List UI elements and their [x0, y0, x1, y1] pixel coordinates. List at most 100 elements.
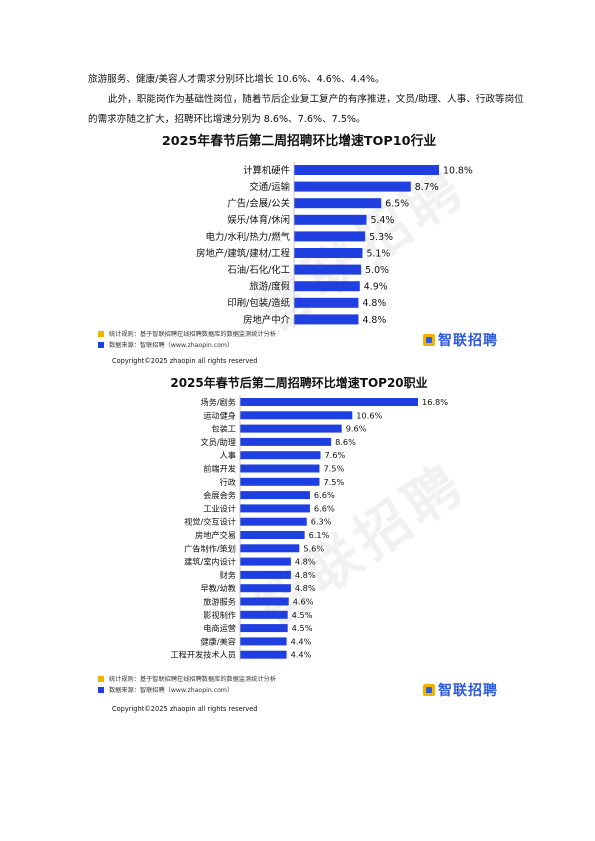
yellow-square-icon	[98, 676, 104, 682]
data-label: 8.7%	[415, 182, 439, 193]
category-label: 视觉/交互设计	[184, 517, 236, 527]
data-label: 10.8%	[443, 165, 473, 176]
category-label: 石油/石化/化工	[227, 264, 290, 276]
bar	[240, 451, 321, 460]
bar	[240, 584, 291, 593]
data-label: 8.6%	[335, 437, 356, 447]
data-label: 5.6%	[303, 543, 324, 553]
source-note-text: 数据来源：智联招聘（www.zhaopin.com）	[109, 687, 234, 694]
data-label: 4.8%	[295, 583, 316, 593]
bar	[294, 264, 362, 275]
category-label: 广告/会展/公关	[227, 198, 290, 210]
stat-note-text: 统计规则：基于智联招聘在线招聘数据库的数据监测统计分析	[109, 676, 277, 683]
bar	[294, 248, 363, 258]
data-label: 6.1%	[309, 530, 330, 540]
category-label: 旅游服务	[203, 596, 236, 606]
bar	[294, 297, 359, 308]
bar	[240, 624, 288, 633]
zhaopin-logo: 智联招聘	[423, 330, 498, 350]
category-label: 健康/美容	[200, 636, 236, 646]
paragraph-1: 旅游服务、健康/美容人才需求分别环比增长 10.6%、4.6%、4.4%。	[88, 74, 385, 85]
data-label: 5.4%	[371, 215, 395, 226]
data-label: 4.6%	[293, 596, 314, 606]
data-label: 5.3%	[369, 232, 393, 243]
chart-footer: 统计规则：基于智联招聘在线招聘数据库的数据监测统计分析 数据来源：智联招聘（ww…	[98, 674, 276, 696]
logo-mark-icon	[423, 334, 435, 346]
blue-square-icon	[98, 687, 104, 693]
bar	[294, 281, 360, 292]
industry-chart-panel: 智联招聘 2025年春节后第二周招聘环比增速TOP10行业 计算机硬件 10.8%…	[88, 126, 510, 356]
data-label: 4.5%	[292, 623, 313, 633]
data-label: 7.5%	[323, 463, 344, 473]
bar	[240, 610, 288, 619]
data-label: 7.6%	[325, 450, 346, 460]
category-label: 建筑/室内设计	[184, 557, 236, 567]
data-label: 6.3%	[311, 517, 332, 527]
source-note: 数据来源：智联招聘（www.zhaopin.com）	[98, 685, 276, 696]
category-label: 影视制作	[203, 610, 236, 620]
bar	[240, 544, 300, 553]
bar	[240, 464, 320, 473]
category-label: 电力/水利/热力/燃气	[206, 231, 291, 243]
category-label: 旅游/度假	[249, 281, 290, 293]
chart-title: 2025年春节后第二周招聘环比增速TOP10行业	[161, 134, 437, 149]
bar	[294, 231, 366, 242]
bar	[240, 504, 310, 513]
bar	[240, 570, 291, 579]
chart-footer: 统计规则：基于智联招聘在线招聘数据库的数据监测统计分析 数据来源：智联招聘（ww…	[98, 329, 276, 351]
bar	[294, 198, 382, 209]
bar	[240, 437, 332, 446]
source-note: 数据来源：智联招聘（www.zhaopin.com）	[98, 340, 276, 351]
bar	[240, 517, 307, 526]
bar	[240, 637, 287, 646]
logo-text: 智联招聘	[438, 683, 498, 699]
yellow-square-icon	[98, 331, 104, 337]
chart-title: 2025年春节后第二周招聘环比增速TOP20职业	[170, 376, 428, 390]
logo-mark-icon	[423, 684, 435, 696]
category-label: 计算机硬件	[243, 164, 290, 176]
occupation-bar-chart: 场务/剧务 16.8% 运动健身 10.6% 包装工 9.6% 文员/助理 8.6% 人事 7.6…	[170, 395, 448, 662]
zhaopin-logo: 智联招聘	[423, 680, 498, 700]
data-label: 4.8%	[362, 315, 386, 326]
category-label: 广告制作/策划	[184, 543, 236, 553]
stat-note: 统计规则：基于智联招聘在线招聘数据库的数据监测统计分析	[98, 329, 276, 340]
category-label: 包装工	[211, 424, 236, 434]
category-label: 运动健身	[203, 410, 236, 420]
bar	[240, 531, 305, 539]
category-label: 会展会务	[203, 490, 236, 500]
data-label: 4.4%	[291, 636, 312, 646]
copyright: Copyright©2025 zhaopin all rights reserv…	[112, 705, 258, 713]
bar	[240, 650, 287, 659]
data-label: 9.6%	[346, 424, 367, 434]
category-label: 电商运营	[203, 623, 236, 633]
bar	[240, 557, 291, 566]
data-label: 4.9%	[364, 282, 388, 293]
data-label: 5.0%	[365, 265, 389, 276]
category-label: 工业设计	[203, 503, 236, 513]
category-label: 工程开发技术人员	[170, 650, 236, 660]
bar	[294, 214, 367, 225]
blue-square-icon	[98, 342, 104, 348]
category-label: 房地产/建筑/建材/工程	[196, 247, 290, 259]
category-label: 前端开发	[203, 463, 236, 473]
data-label: 6.5%	[385, 199, 409, 210]
category-label: 财务	[220, 570, 236, 580]
category-label: 娱乐/体育/休闲	[227, 214, 290, 226]
data-label: 4.8%	[295, 570, 316, 580]
category-label: 印刷/包装/造纸	[227, 297, 290, 309]
data-label: 10.6%	[356, 410, 382, 420]
data-label: 16.8%	[422, 397, 448, 407]
data-label: 7.5%	[323, 477, 344, 487]
bar	[240, 597, 289, 606]
category-label: 房地产中介	[243, 314, 291, 326]
source-note-text: 数据来源：智联招聘（www.zhaopin.com）	[109, 342, 234, 349]
data-label: 4.8%	[295, 557, 316, 567]
category-label: 人事	[220, 450, 236, 460]
category-label: 行政	[220, 477, 236, 487]
bar	[240, 398, 418, 406]
category-label: 场务/剧务	[200, 397, 236, 407]
data-label: 6.6%	[314, 490, 335, 500]
bar	[240, 491, 310, 500]
industry-bar-chart: 计算机硬件 10.8% 交通/运输 8.7% 广告/会展/公关 6.5% 娱乐/体育/休闲 5…	[196, 161, 473, 328]
copyright: Copyright©2025 zhaopin all rights reserv…	[112, 357, 258, 365]
